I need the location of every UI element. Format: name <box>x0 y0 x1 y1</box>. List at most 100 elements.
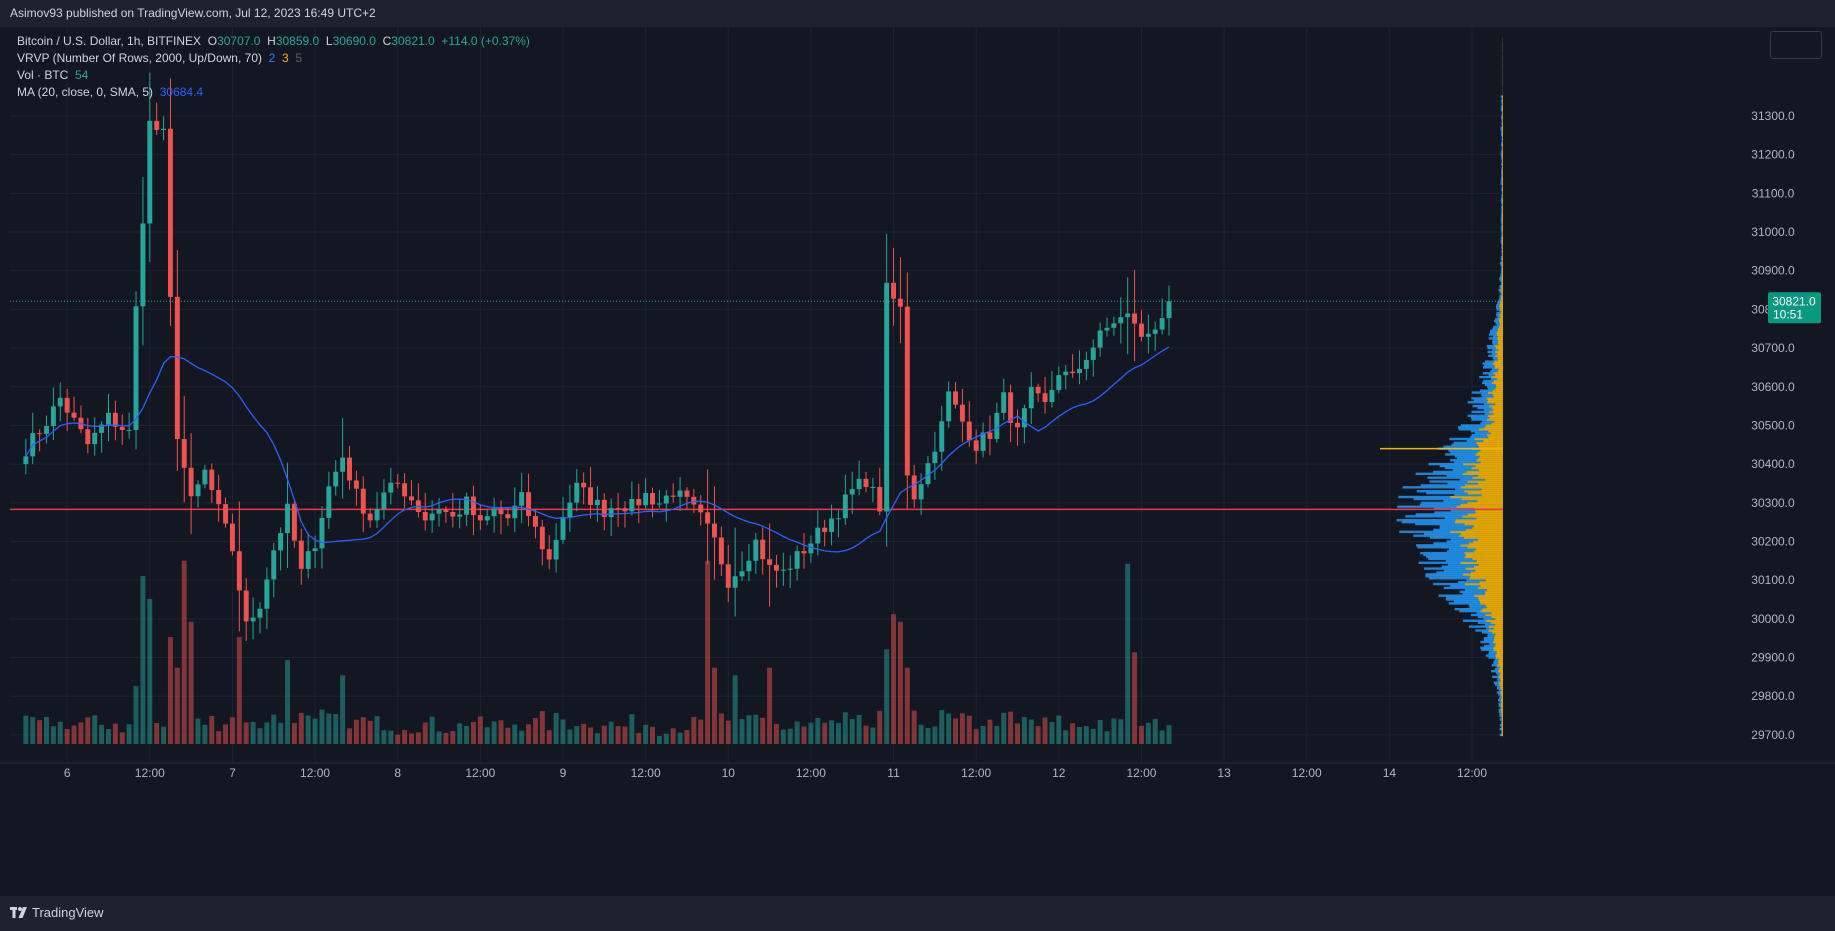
volume-profile-up <box>1492 341 1498 344</box>
volume-profile-down <box>1490 431 1503 435</box>
candle-body <box>760 539 766 560</box>
price-chart[interactable]: 31300.031200.031100.031000.030900.030800… <box>0 27 1835 896</box>
volume-profile-up <box>1499 290 1502 294</box>
volume-profile-up <box>1441 565 1474 568</box>
volume-bar <box>629 714 635 744</box>
vrvp-value-3: 5 <box>295 51 303 65</box>
volume-profile-down <box>1501 689 1503 692</box>
volume-profile-down <box>1498 319 1503 323</box>
volume-profile-down <box>1476 517 1503 520</box>
legend-volume-row[interactable]: Vol · BTC 54 <box>17 67 530 84</box>
volume-bar <box>870 727 876 744</box>
low-value: 30690.0 <box>332 34 376 48</box>
candle-body <box>161 128 167 131</box>
candle-body <box>897 298 903 307</box>
volume-profile-down <box>1479 445 1503 448</box>
volume-bar <box>154 723 160 744</box>
volume-profile-down <box>1498 368 1503 371</box>
volume-profile-down <box>1474 437 1503 441</box>
candle-body <box>863 478 869 488</box>
volume-profile-down <box>1500 698 1503 702</box>
volume-profile-up <box>1500 255 1503 259</box>
volume-profile-down <box>1497 377 1503 381</box>
volume-profile-up <box>1447 482 1478 485</box>
volume-profile-up <box>1481 381 1492 385</box>
volume-profile-up <box>1501 145 1503 149</box>
volume-profile-down <box>1481 488 1503 491</box>
volume-profile-down <box>1502 201 1503 205</box>
volume-profile-down <box>1501 296 1503 299</box>
volume-profile-up <box>1501 188 1503 191</box>
volume-bar <box>815 717 821 744</box>
candle-body <box>409 496 414 501</box>
volume-profile-up <box>1401 520 1455 524</box>
candle-body <box>808 543 814 554</box>
volume-profile-down <box>1477 482 1503 485</box>
volume-profile-down <box>1484 478 1503 481</box>
volume-profile-up <box>1501 731 1503 735</box>
candle-body <box>718 537 724 565</box>
volume-profile-down <box>1459 534 1503 537</box>
volume-profile-down <box>1486 606 1503 609</box>
volume-profile-down <box>1502 188 1503 191</box>
volume-profile-up <box>1499 727 1502 731</box>
volume-profile-down <box>1480 584 1503 588</box>
volume-profile-up <box>1501 139 1503 143</box>
volume-bar <box>319 709 325 744</box>
volume-profile-up <box>1448 602 1481 605</box>
candle-body <box>491 508 497 517</box>
volume-bar <box>195 718 201 744</box>
volume-bar <box>388 730 394 744</box>
volume-profile-down <box>1502 238 1503 241</box>
volume-profile-up <box>1501 184 1503 187</box>
volume-profile-down <box>1502 157 1503 160</box>
volume-profile-down <box>1502 99 1503 102</box>
volume-profile-up <box>1483 379 1494 383</box>
volume-profile-up <box>1457 580 1480 584</box>
volume-profile-up <box>1451 443 1478 446</box>
legend-vrvp-row[interactable]: VRVP (Number Of Rows, 2000, Up/Down, 70)… <box>17 50 530 67</box>
volume-bar <box>753 714 759 744</box>
candle-body <box>643 493 649 506</box>
candle-body <box>1063 371 1069 376</box>
volume-profile-up <box>1487 346 1497 350</box>
tradingview-icon <box>10 906 27 918</box>
volume-profile-up <box>1483 408 1494 412</box>
volume-profile-up <box>1415 522 1465 526</box>
candle-body <box>340 457 346 472</box>
volume-profile-down <box>1478 474 1503 477</box>
volume-profile-up <box>1501 166 1503 170</box>
volume-profile-up <box>1489 642 1496 646</box>
candle-body <box>57 397 63 407</box>
volume-profile-down <box>1492 389 1503 392</box>
volume-profile-up <box>1471 410 1490 414</box>
volume-profile-down <box>1502 207 1503 211</box>
time-tick-label: 12:00 <box>631 766 661 780</box>
high-value: 30859.0 <box>275 34 320 48</box>
candle-body <box>877 486 883 512</box>
volume-bar <box>608 721 614 744</box>
legend-ma-row[interactable]: MA (20, close, 0, SMA, 5) 30684.4 <box>17 84 530 101</box>
volume-profile-up <box>1450 459 1477 462</box>
volume-profile-up <box>1413 497 1462 501</box>
volume-profile-down <box>1493 395 1503 398</box>
volume-profile-down <box>1498 339 1503 342</box>
symbol-title[interactable]: Bitcoin / U.S. Dollar, 1h, BITFINEX <box>17 34 202 48</box>
volume-profile-down <box>1501 275 1503 278</box>
volume-profile-up <box>1500 275 1502 278</box>
last-price-label: 30821.0 <box>1772 294 1816 308</box>
volume-profile-up <box>1500 197 1503 201</box>
volume-profile-up <box>1430 536 1464 539</box>
volume-bar <box>23 715 29 744</box>
volume-profile-up <box>1443 499 1478 503</box>
volume-profile-down <box>1474 594 1503 597</box>
volume-profile-down <box>1463 536 1503 539</box>
volume-bar <box>209 715 215 744</box>
volume-profile-up <box>1419 503 1461 506</box>
tradingview-logo[interactable]: TradingView <box>10 905 104 920</box>
volume-profile-down <box>1502 180 1503 183</box>
candle-body <box>1070 371 1076 374</box>
volume-profile-down <box>1502 130 1503 133</box>
chart-settings-box[interactable] <box>1770 31 1822 59</box>
volume-profile-up <box>1490 377 1498 381</box>
